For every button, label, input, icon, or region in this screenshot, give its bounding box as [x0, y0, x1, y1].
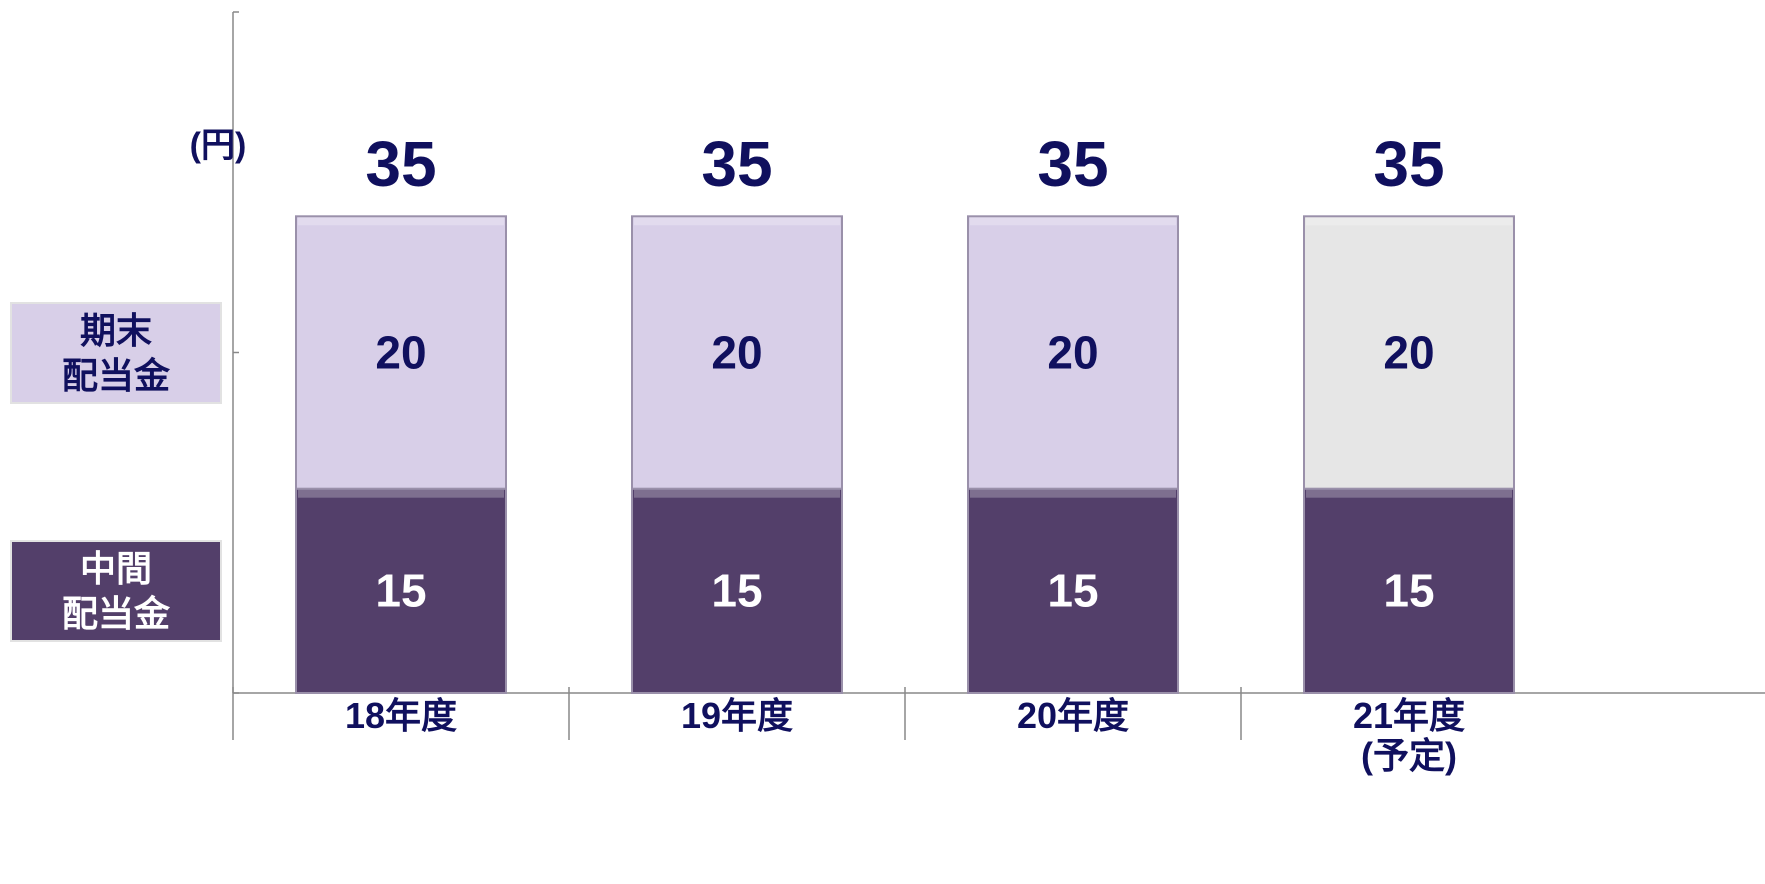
x-tick-label: 19年度 [680, 695, 794, 736]
total-label: 35 [1373, 128, 1445, 201]
legend-entry: 期末 配当金 [10, 301, 222, 404]
bar-highlight [970, 489, 1176, 498]
total-label: 35 [365, 128, 437, 201]
legend-entry: 中間 配当金 [10, 539, 222, 642]
bar-highlight [1306, 489, 1512, 498]
segment-label: 20 [375, 326, 427, 379]
bar-highlight [634, 489, 840, 498]
total-label: 35 [1037, 128, 1109, 201]
bar-highlight [970, 217, 1176, 226]
bar-highlight [298, 489, 504, 498]
segment-label: 20 [1383, 326, 1435, 379]
bar-highlight [634, 217, 840, 226]
segment-label: 15 [1047, 564, 1099, 617]
bar-segment [631, 487, 843, 695]
segment-label: 15 [711, 564, 763, 617]
segment-label: 20 [1047, 326, 1099, 379]
segment-label: 15 [1383, 564, 1435, 617]
segment-label: 20 [711, 326, 763, 379]
bar-segment [631, 215, 843, 490]
total-label: 35 [701, 128, 773, 201]
bar-highlight [298, 217, 504, 226]
bar-segment [295, 215, 507, 490]
bar-segment [295, 487, 507, 695]
bar-segment [967, 487, 1179, 695]
segment-label: 15 [375, 564, 427, 617]
x-tick-label: 18年度 [344, 695, 458, 736]
y-unit-label: (円) [189, 126, 247, 165]
bar-segment [967, 215, 1179, 490]
x-tick-label: 21年度 (予定) [1352, 695, 1466, 776]
bar-segment [1303, 215, 1515, 490]
x-tick-label: 20年度 [1016, 695, 1130, 736]
bar-highlight [1306, 217, 1512, 226]
